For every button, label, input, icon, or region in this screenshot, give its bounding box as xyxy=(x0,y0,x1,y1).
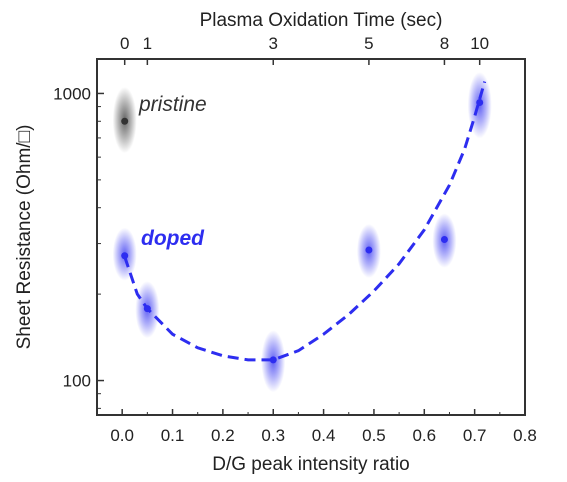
doped-data-point xyxy=(269,356,277,364)
x-tick-label: 0.5 xyxy=(362,426,386,445)
top-tick-label: 3 xyxy=(269,34,278,53)
x-axis-title: D/G peak intensity ratio xyxy=(212,454,409,475)
y-tick-label: 1000 xyxy=(53,84,91,103)
x-tick-label: 0.0 xyxy=(110,426,134,445)
fit-curve xyxy=(123,81,487,362)
top-tick-label: 10 xyxy=(470,34,489,53)
x-tick-label: 0.6 xyxy=(412,426,436,445)
top-tick-label: 0 xyxy=(120,34,129,53)
plot-frame xyxy=(96,58,526,416)
doped-data-point xyxy=(440,235,448,243)
x-tick-label: 0.1 xyxy=(161,426,185,445)
x-axis-ticks: 0.0 0.1 0.2 0.3 0.4 0.5 0.6 0.7 0.8 xyxy=(110,409,537,445)
data-points xyxy=(121,99,484,364)
doped-data-point xyxy=(476,99,484,107)
y-axis-title: Sheet Resistance (Ohm/□) xyxy=(14,125,35,350)
top-axis-title: Plasma Oxidation Time (sec) xyxy=(200,10,443,31)
x-tick-label: 0.3 xyxy=(261,426,285,445)
x-tick-label: 0.2 xyxy=(211,426,235,445)
doped-data-point xyxy=(121,252,129,260)
y-axis-ticks: 100 1000 xyxy=(53,84,104,409)
x-tick-label: 0.4 xyxy=(312,426,336,445)
top-tick-label: 8 xyxy=(440,34,449,53)
doped-series-label: doped xyxy=(141,227,205,250)
top-tick-label: 5 xyxy=(364,34,373,53)
doped-data-point xyxy=(143,305,151,313)
pristine-data-point xyxy=(121,117,129,125)
top-axis-ticks: 0 1 3 5 8 10 xyxy=(120,34,489,65)
y-tick-label: 100 xyxy=(63,372,91,391)
x-tick-label: 0.7 xyxy=(463,426,487,445)
pristine-series-label: pristine xyxy=(138,93,207,116)
top-tick-label: 1 xyxy=(143,34,152,53)
doped-data-point xyxy=(365,246,373,254)
x-tick-label: 0.8 xyxy=(513,426,537,445)
